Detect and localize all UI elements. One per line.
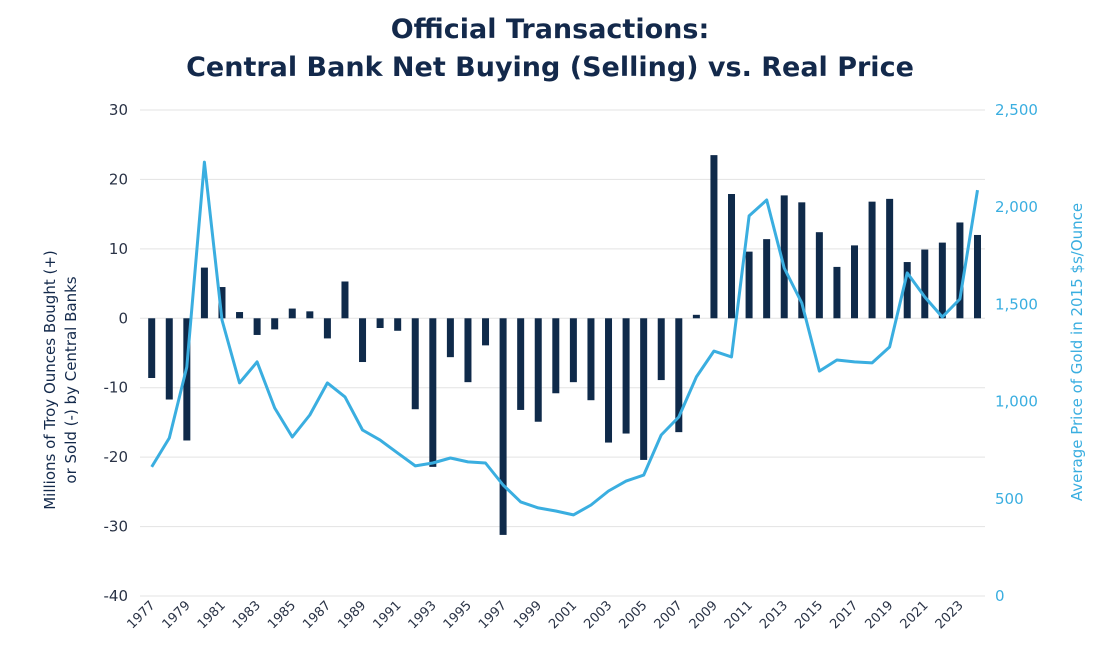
bar-1980 xyxy=(200,267,208,319)
bar-1985 xyxy=(288,308,296,319)
bar-2017 xyxy=(851,245,858,319)
x-tick-label: 1997 xyxy=(476,598,510,632)
bar-1996 xyxy=(482,318,490,346)
bar-2012 xyxy=(763,239,771,319)
bar-2003 xyxy=(605,318,613,443)
bar-2018 xyxy=(868,201,876,319)
bar-1983 xyxy=(253,318,261,335)
bar-1998 xyxy=(517,318,525,410)
bar-2020 xyxy=(903,262,911,319)
x-tick-label: 2019 xyxy=(862,598,896,632)
bar-2021 xyxy=(921,249,929,319)
x-tick-label: 1995 xyxy=(441,598,475,632)
x-tick-label: 1993 xyxy=(406,598,440,632)
bar-2013 xyxy=(780,195,788,319)
bar-1989 xyxy=(359,318,367,363)
right-tick-label: 1,000 xyxy=(995,393,1038,411)
x-tick-label: 1985 xyxy=(265,598,299,632)
bar-1995 xyxy=(464,318,472,383)
left-tick-label: -10 xyxy=(104,379,129,397)
left-tick-label: -40 xyxy=(104,587,129,605)
x-tick-label: 2009 xyxy=(687,598,721,632)
bar-1987 xyxy=(323,318,331,339)
bar-1979 xyxy=(183,318,191,441)
left-tick-label: 20 xyxy=(109,170,128,188)
bar-2023 xyxy=(956,222,964,319)
bar-1993 xyxy=(429,318,437,467)
bar-2006 xyxy=(657,318,665,381)
bar-2010 xyxy=(728,194,736,319)
left-tick-label: 10 xyxy=(109,240,128,258)
left-tick-label: -30 xyxy=(104,518,129,536)
bar-2005 xyxy=(640,318,648,460)
x-tick-label: 2023 xyxy=(933,598,967,632)
x-tick-label: 1977 xyxy=(125,598,159,632)
right-tick-label: 2,500 xyxy=(995,101,1038,119)
x-tick-label: 2003 xyxy=(581,598,615,632)
bar-2011 xyxy=(745,251,753,319)
right-tick-label: 1,500 xyxy=(995,295,1038,313)
bar-1984 xyxy=(271,318,279,330)
bar-2000 xyxy=(552,318,560,394)
left-tick-label: 30 xyxy=(109,101,128,119)
bar-2019 xyxy=(886,198,894,319)
left-axis-title-line2: or Sold (-) by Central Banks xyxy=(62,276,80,483)
x-tick-label: 1979 xyxy=(160,598,194,632)
bar-1990 xyxy=(376,318,384,329)
bar-2008 xyxy=(692,314,700,319)
left-tick-label: 0 xyxy=(118,309,128,327)
bar-2007 xyxy=(675,318,683,433)
bar-1992 xyxy=(411,318,419,410)
x-tick-label: 2017 xyxy=(827,598,861,632)
x-tick-label: 2007 xyxy=(652,598,686,632)
bar-2004 xyxy=(622,318,630,434)
bar-2016 xyxy=(833,266,841,319)
left-tick-label: -20 xyxy=(104,448,129,466)
bar-1986 xyxy=(306,311,314,319)
bar-2022 xyxy=(938,242,946,319)
bar-1977 xyxy=(148,318,156,378)
x-tick-label: 1981 xyxy=(195,598,229,632)
x-tick-label: 1999 xyxy=(511,598,545,632)
x-tick-label: 2005 xyxy=(616,598,650,632)
bar-1981 xyxy=(218,287,226,319)
bar-1991 xyxy=(394,318,402,331)
bar-1997 xyxy=(499,318,507,535)
right-tick-label: 2,000 xyxy=(995,198,1038,216)
bar-1999 xyxy=(534,318,542,422)
bar-2024 xyxy=(973,234,981,319)
x-tick-label: 2015 xyxy=(792,598,826,632)
bar-2015 xyxy=(815,232,823,319)
x-tick-label: 1991 xyxy=(371,598,405,632)
x-tick-label: 2001 xyxy=(546,598,580,632)
right-tick-label: 0 xyxy=(995,587,1005,605)
bar-2002 xyxy=(587,318,595,401)
bar-2014 xyxy=(798,202,806,319)
x-tick-label: 2021 xyxy=(898,598,932,632)
bar-1982 xyxy=(236,312,244,319)
bar-2001 xyxy=(569,318,577,383)
x-tick-label: 1989 xyxy=(335,598,369,632)
x-tick-label: 2011 xyxy=(722,598,756,632)
bar-2009 xyxy=(710,155,718,319)
x-tick-label: 1983 xyxy=(230,598,264,632)
right-axis-title: Average Price of Gold in 2015 $s/Ounce xyxy=(1068,203,1086,501)
chart-title-line1: Official Transactions: xyxy=(390,14,710,45)
x-tick-label: 1987 xyxy=(300,598,334,632)
right-tick-label: 500 xyxy=(995,490,1024,508)
bar-1994 xyxy=(446,318,454,358)
bar-1978 xyxy=(165,318,173,400)
price-line xyxy=(150,160,979,517)
x-tick-label: 2013 xyxy=(757,598,791,632)
bar-1988 xyxy=(341,281,349,319)
chart-title-line2: Central Bank Net Buying (Selling) vs. Re… xyxy=(186,52,914,83)
left-axis-title-line1: Millions of Troy Ounces Bought (+) xyxy=(41,250,59,510)
